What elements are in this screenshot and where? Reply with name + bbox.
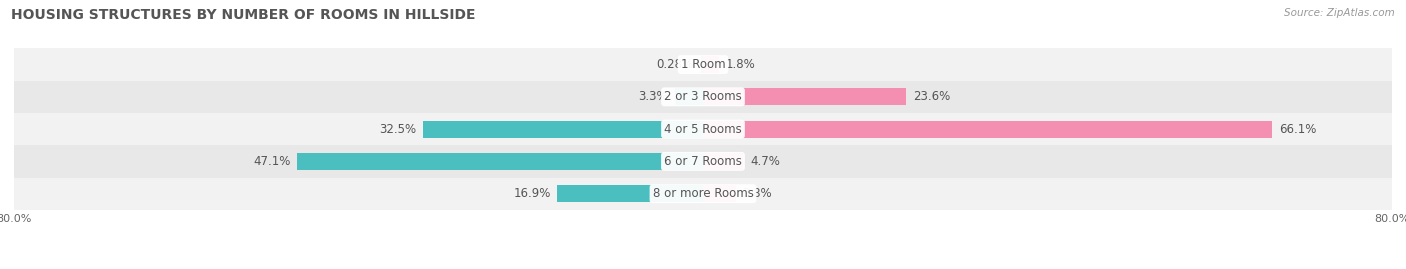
Text: 4.7%: 4.7% [751, 155, 780, 168]
Text: 2 or 3 Rooms: 2 or 3 Rooms [664, 90, 742, 103]
Text: Source: ZipAtlas.com: Source: ZipAtlas.com [1284, 8, 1395, 18]
Bar [557, 185, 703, 202]
Bar [298, 153, 703, 170]
Bar [703, 89, 907, 105]
Bar [700, 56, 703, 73]
Text: 47.1%: 47.1% [253, 155, 291, 168]
Bar [14, 48, 1392, 81]
Text: 8 or more Rooms: 8 or more Rooms [652, 187, 754, 200]
Text: 66.1%: 66.1% [1279, 123, 1316, 136]
Text: 23.6%: 23.6% [912, 90, 950, 103]
Text: 3.8%: 3.8% [742, 187, 772, 200]
Bar [703, 56, 718, 73]
Text: 3.3%: 3.3% [638, 90, 668, 103]
Text: 1 Room: 1 Room [681, 58, 725, 71]
Text: 0.28%: 0.28% [657, 58, 693, 71]
Bar [703, 185, 735, 202]
Text: 4 or 5 Rooms: 4 or 5 Rooms [664, 123, 742, 136]
Text: HOUSING STRUCTURES BY NUMBER OF ROOMS IN HILLSIDE: HOUSING STRUCTURES BY NUMBER OF ROOMS IN… [11, 8, 475, 22]
Bar [14, 145, 1392, 178]
Text: 16.9%: 16.9% [513, 187, 551, 200]
Text: 32.5%: 32.5% [380, 123, 416, 136]
Text: 1.8%: 1.8% [725, 58, 755, 71]
Bar [423, 121, 703, 137]
Bar [14, 178, 1392, 210]
Bar [14, 113, 1392, 145]
Bar [675, 89, 703, 105]
Bar [703, 121, 1272, 137]
Bar [14, 81, 1392, 113]
Text: 6 or 7 Rooms: 6 or 7 Rooms [664, 155, 742, 168]
Bar [703, 153, 744, 170]
